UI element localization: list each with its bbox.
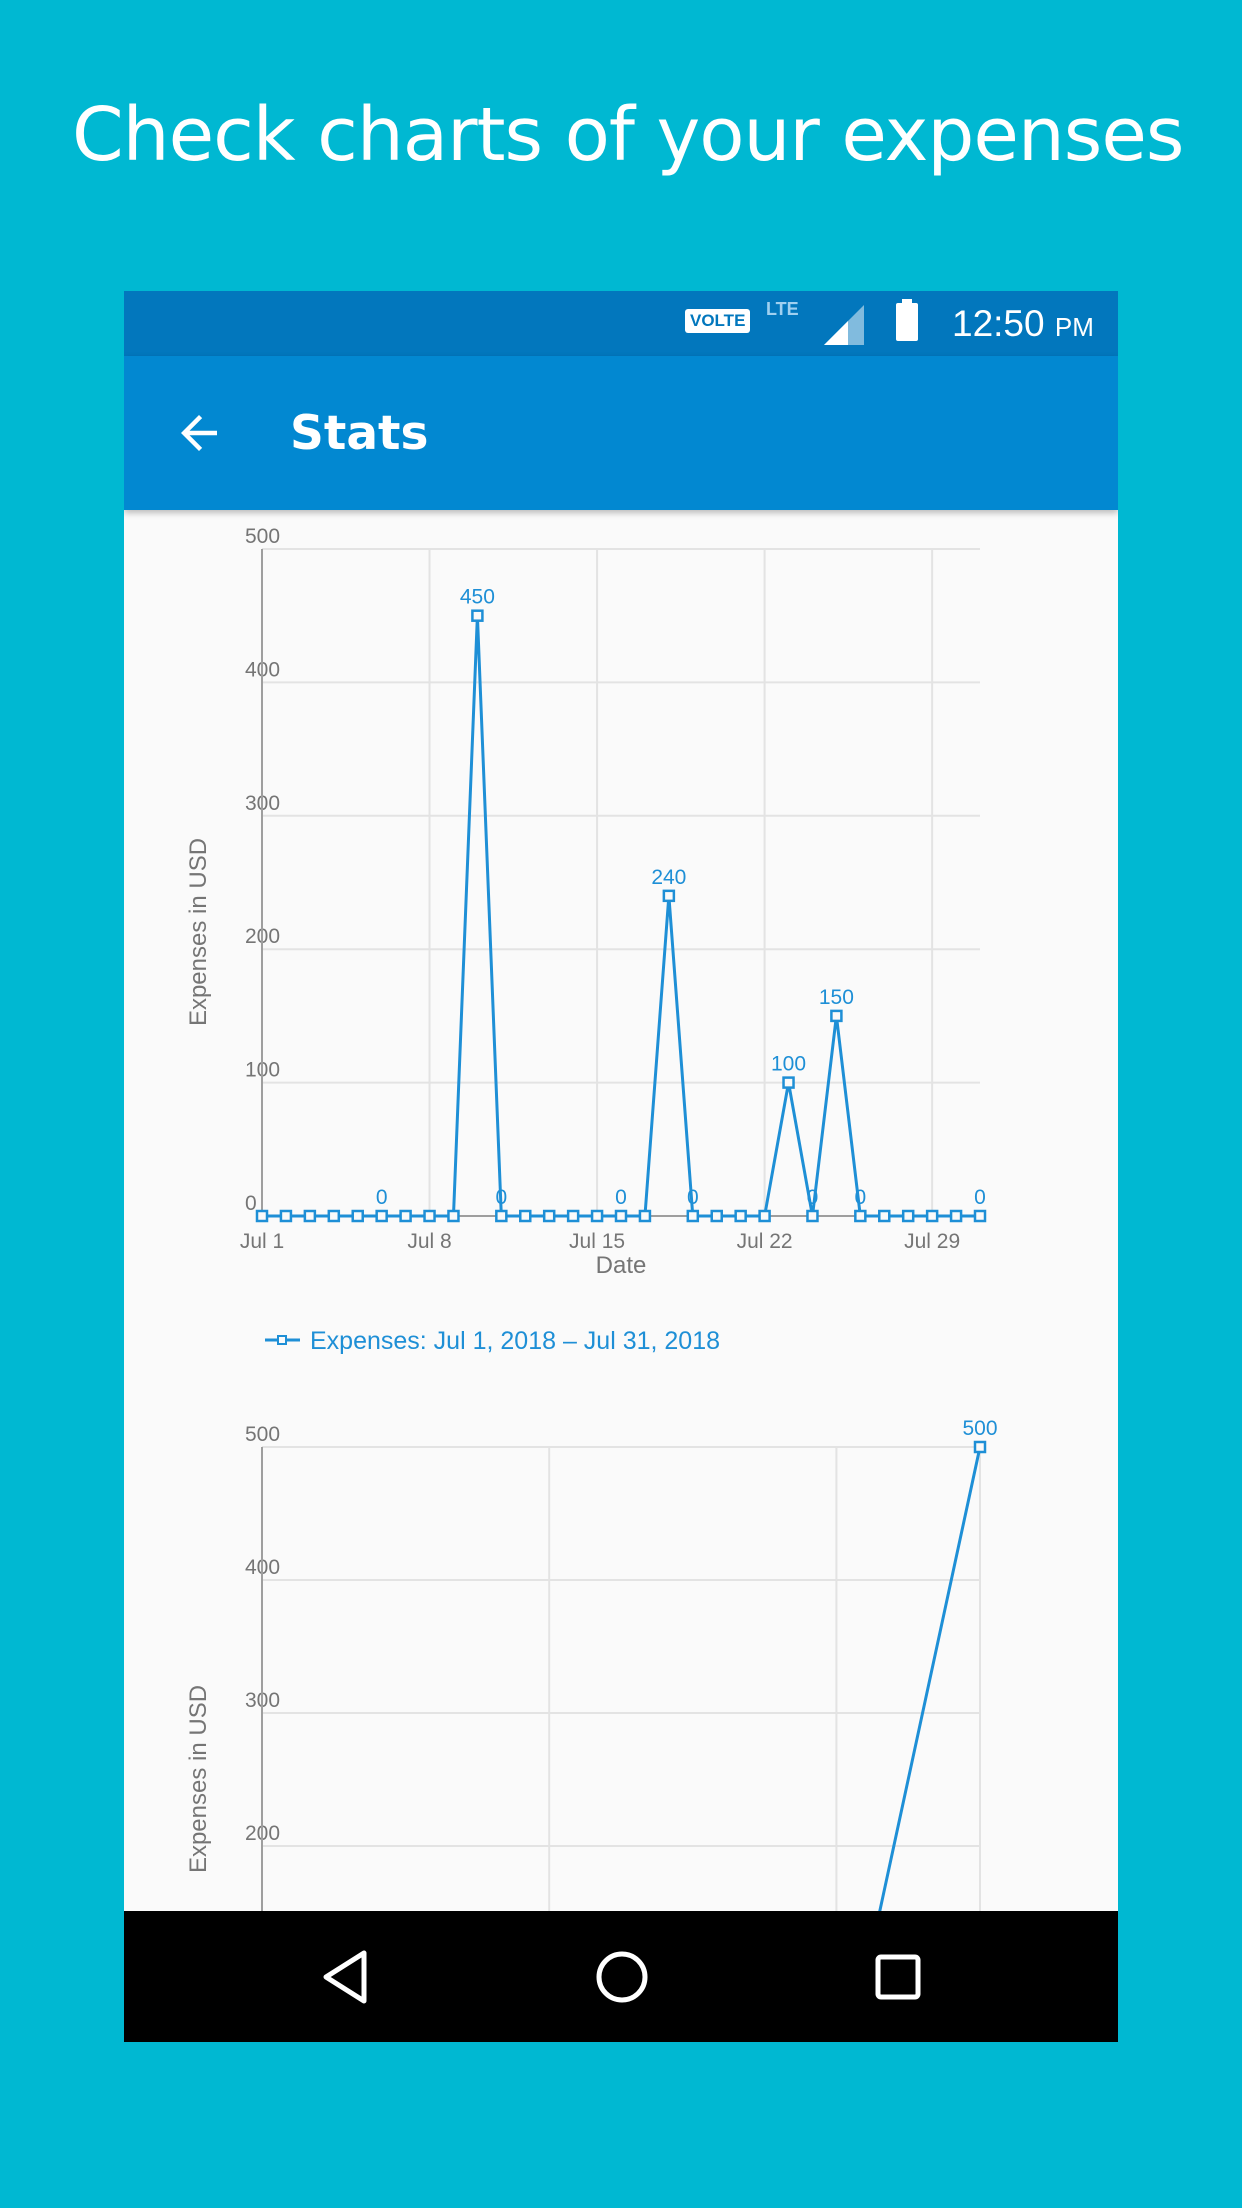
x-tick-label: Jul 1	[240, 1230, 284, 1253]
data-point	[878, 1209, 891, 1223]
data-label: 0	[376, 1186, 388, 1209]
data-point	[830, 1009, 843, 1023]
y-tick-label: 0	[245, 1192, 257, 1215]
x-tick-label: Jul 8	[407, 1230, 451, 1253]
data-point	[590, 1209, 604, 1223]
data-label: 240	[651, 866, 686, 889]
data-point	[375, 1209, 388, 1223]
y-tick-label: 500	[245, 1423, 280, 1446]
signal-icon	[824, 305, 864, 345]
data-point	[519, 1209, 532, 1223]
x-tick-label: Jul 15	[569, 1230, 625, 1253]
data-label: 0	[615, 1186, 627, 1209]
data-point	[806, 1209, 819, 1223]
data-point	[566, 1209, 580, 1223]
battery-icon	[896, 299, 918, 341]
data-point	[925, 1209, 939, 1223]
clock: 12:50 PM	[952, 303, 1094, 345]
data-point	[303, 1209, 317, 1223]
data-point	[423, 1209, 436, 1223]
data-point	[399, 1209, 412, 1223]
data-point	[949, 1209, 963, 1223]
data-point	[662, 889, 676, 903]
status-bar: VOLTE LTE 12:50 PM	[124, 291, 1118, 356]
x-tick-label: Jul 22	[737, 1230, 793, 1253]
back-triangle-icon[interactable]	[320, 1947, 372, 2007]
data-point	[471, 609, 484, 622]
y-axis-title: Expenses in USD	[185, 838, 212, 1026]
legend-label: Expenses: Jul 1, 2018 – Jul 31, 2018	[310, 1327, 720, 1355]
data-point	[279, 1209, 293, 1223]
x-tick-label: Jul 29	[904, 1230, 960, 1253]
data-label: 450	[460, 586, 495, 609]
clock-ampm: PM	[1054, 312, 1094, 342]
data-point	[758, 1209, 771, 1223]
series-line	[878, 1446, 982, 1911]
data-label: 0	[495, 1186, 507, 1209]
data-point	[351, 1209, 364, 1223]
data-label: 0	[807, 1186, 819, 1209]
volte-badge: VOLTE	[685, 309, 751, 333]
home-circle-icon[interactable]	[594, 1947, 650, 2007]
data-point	[973, 1440, 987, 1454]
data-point	[495, 1209, 508, 1223]
data-label: 100	[771, 1053, 806, 1076]
lte-icon: LTE	[766, 299, 799, 319]
data-point	[782, 1076, 795, 1089]
data-point	[901, 1209, 915, 1223]
data-point	[542, 1209, 556, 1223]
data-label: 150	[819, 986, 854, 1009]
data-point	[255, 1209, 269, 1223]
x-axis-title: Date	[596, 1252, 647, 1279]
app-bar: Stats	[124, 356, 1118, 510]
data-label: 0	[854, 1186, 866, 1209]
data-point	[447, 1209, 460, 1223]
data-point	[854, 1209, 867, 1223]
headline: Check charts of your expenses	[72, 92, 1184, 178]
series-line	[262, 615, 980, 1218]
y-tick-label: 500	[245, 525, 280, 548]
data-point	[327, 1209, 341, 1223]
recents-square-icon[interactable]	[872, 1947, 924, 2007]
data-label: 0	[687, 1186, 699, 1209]
navigation-bar	[124, 1911, 1118, 2042]
data-point	[638, 1209, 652, 1223]
arrow-left-icon[interactable]	[172, 406, 226, 460]
data-point	[686, 1209, 700, 1223]
data-label: 500	[962, 1417, 997, 1440]
legend-marker	[277, 1335, 287, 1345]
data-point	[734, 1209, 747, 1223]
clock-time: 12:50	[952, 303, 1045, 344]
y-axis-title: Expenses in USD	[185, 1685, 212, 1873]
phone-screen: VOLTE LTE 12:50 PM Stats 010020030040050…	[124, 291, 1118, 2042]
data-point	[710, 1209, 723, 1223]
page-title: Stats	[290, 406, 429, 461]
data-point	[973, 1209, 987, 1223]
data-point	[614, 1209, 628, 1223]
data-label: 0	[974, 1186, 986, 1209]
